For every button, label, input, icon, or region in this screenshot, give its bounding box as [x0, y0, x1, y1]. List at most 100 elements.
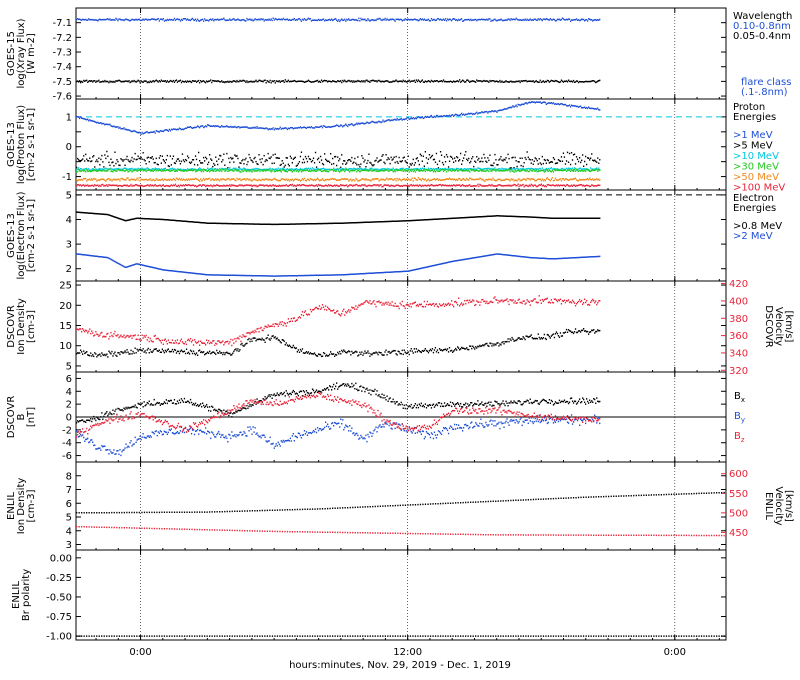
legend-entry: >100 MeV [733, 183, 785, 194]
y2-axis-label: DSCOVR [763, 305, 774, 348]
y2-axis-label: Velocity [773, 307, 784, 346]
y-tick-label: -7.4 [52, 62, 72, 73]
y2-tick-label: 400 [729, 296, 748, 307]
series-0-10-0-8nm [76, 17, 601, 23]
y2-axis-label: [km/s] [783, 311, 794, 343]
series--100-MeV [76, 183, 601, 188]
series-marks [76, 101, 601, 135]
series--0-8-MeV [76, 211, 601, 226]
y-axis-label: ENLIL [11, 581, 22, 609]
y2-tick-label: 360 [729, 331, 748, 342]
y2-tick-label: 550 [729, 489, 748, 500]
y-tick-label: 1 [66, 112, 72, 123]
y-tick-label: -7.2 [52, 33, 72, 44]
series-marks [76, 414, 601, 457]
y-tick-label: 6 [66, 374, 72, 385]
series-marks [76, 295, 601, 347]
y-axis-label: [nT] [26, 407, 37, 427]
legend-entry: >1 MeV [733, 130, 773, 141]
series-velocity [76, 295, 601, 347]
series-density [76, 327, 601, 358]
legend-subscript: z [741, 436, 745, 444]
legend-flare-class: (.1-.8nm) [741, 87, 788, 98]
y-axis-label: GOES-13 [6, 213, 17, 258]
y-tick-label: 5 [66, 361, 72, 372]
series--30-MeV [76, 168, 601, 173]
series--10-MeV [76, 167, 601, 172]
y2-tick-label: 450 [729, 528, 748, 539]
y-tick-label: 6 [66, 499, 72, 510]
y2-tick-label: 500 [729, 508, 748, 519]
series-marks [76, 211, 601, 226]
y-axis-label: B [16, 413, 27, 420]
series-Bz [76, 391, 601, 438]
y-tick-label: 25 [59, 281, 72, 292]
series-marks [76, 167, 601, 172]
panel-goes13p: 1 0 -1 GOES-13 log(Proton Flux) [cm-2 s-1 sr-… [6, 98, 785, 194]
panel-frame [75, 189, 727, 282]
panel-frame [75, 98, 727, 191]
legend-title: Proton [733, 102, 765, 113]
legend-entry: 0.05-0.4nm [733, 31, 791, 42]
y-tick-label: -0.25 [46, 573, 72, 584]
y-tick-label: 15 [59, 321, 72, 332]
panel-frame [75, 549, 727, 641]
y-tick-label: -7.5 [52, 77, 72, 88]
y2-tick-label: 320 [729, 366, 748, 377]
panel-enlil_bp: 0.00 -0.25 -0.50 -0.75 -1.00 ENLIL Br polarity [11, 549, 727, 643]
y2-axis-label: Velocity [773, 486, 784, 525]
y-tick-label: 0 [66, 142, 72, 153]
y-tick-label: -7.6 [52, 92, 72, 103]
y-tick-label: 3 [66, 240, 72, 251]
y-tick-label: 4 [66, 215, 72, 226]
legend-subscript: x [741, 396, 745, 404]
series--50-MeV [76, 176, 601, 182]
y-tick-label: -7.3 [52, 48, 72, 59]
y-tick-label: -2 [62, 425, 72, 436]
series-Bx [76, 382, 601, 424]
y-axis-label: [cm-2 s-1 sr-1] [26, 199, 37, 272]
series-marks [76, 391, 601, 438]
legend-flare-class: flare class [741, 77, 791, 88]
series-marks [76, 183, 601, 188]
legend-entry: >10 MeV [733, 151, 779, 162]
y-axis-label: log(Electron Flux) [16, 191, 27, 279]
panel-frame [75, 7, 727, 100]
legend-entry: Bz [734, 431, 745, 444]
series-marks [76, 79, 601, 84]
y-tick-label: 8 [66, 471, 72, 482]
legend-entry: Bx [734, 391, 745, 404]
series-marks [76, 382, 601, 424]
y-tick-label: -7.1 [52, 18, 72, 29]
series--2-MeV [76, 253, 601, 277]
legend-entry: >5 MeV [733, 141, 773, 152]
y-axis-label: ENLIL [6, 492, 17, 520]
y-tick-label: 10 [59, 341, 72, 352]
y-tick-label: -4 [62, 438, 72, 449]
series-By [76, 414, 601, 457]
y-axis-label: [cm-2 s-1 sr-1] [26, 108, 37, 181]
y-axis-label: log(Xray Flux) [16, 18, 27, 88]
series--1-MeV [76, 101, 601, 135]
x-axis-label: hours:minutes, Nov. 29, 2019 - Dec. 1, 2… [289, 660, 511, 671]
y2-tick-label: 380 [729, 314, 748, 325]
y-axis-label: GOES-13 [6, 122, 17, 167]
legend-entry: 0.10-0.8nm [733, 21, 791, 32]
y-axis-label: DSCOVR [6, 305, 17, 348]
legend-entry: >30 MeV [733, 162, 779, 173]
y-tick-label: 7 [66, 485, 72, 496]
y-tick-label: 4 [66, 526, 72, 537]
y-tick-label: -1.00 [46, 632, 72, 643]
series-0-05-0-4nm [76, 79, 601, 84]
y-axis-label: [cm-3] [26, 489, 37, 522]
y-tick-label: -0.75 [46, 612, 72, 623]
y-tick-label: 4 [66, 387, 72, 398]
series-marks [76, 327, 601, 358]
y-axis-label: DSCOVR [6, 396, 17, 439]
legend-title: Electron [733, 193, 774, 204]
legend-title: Wavelength [733, 11, 792, 22]
y2-axis-label: [km/s] [783, 490, 794, 522]
y-tick-label: 2 [66, 400, 72, 411]
